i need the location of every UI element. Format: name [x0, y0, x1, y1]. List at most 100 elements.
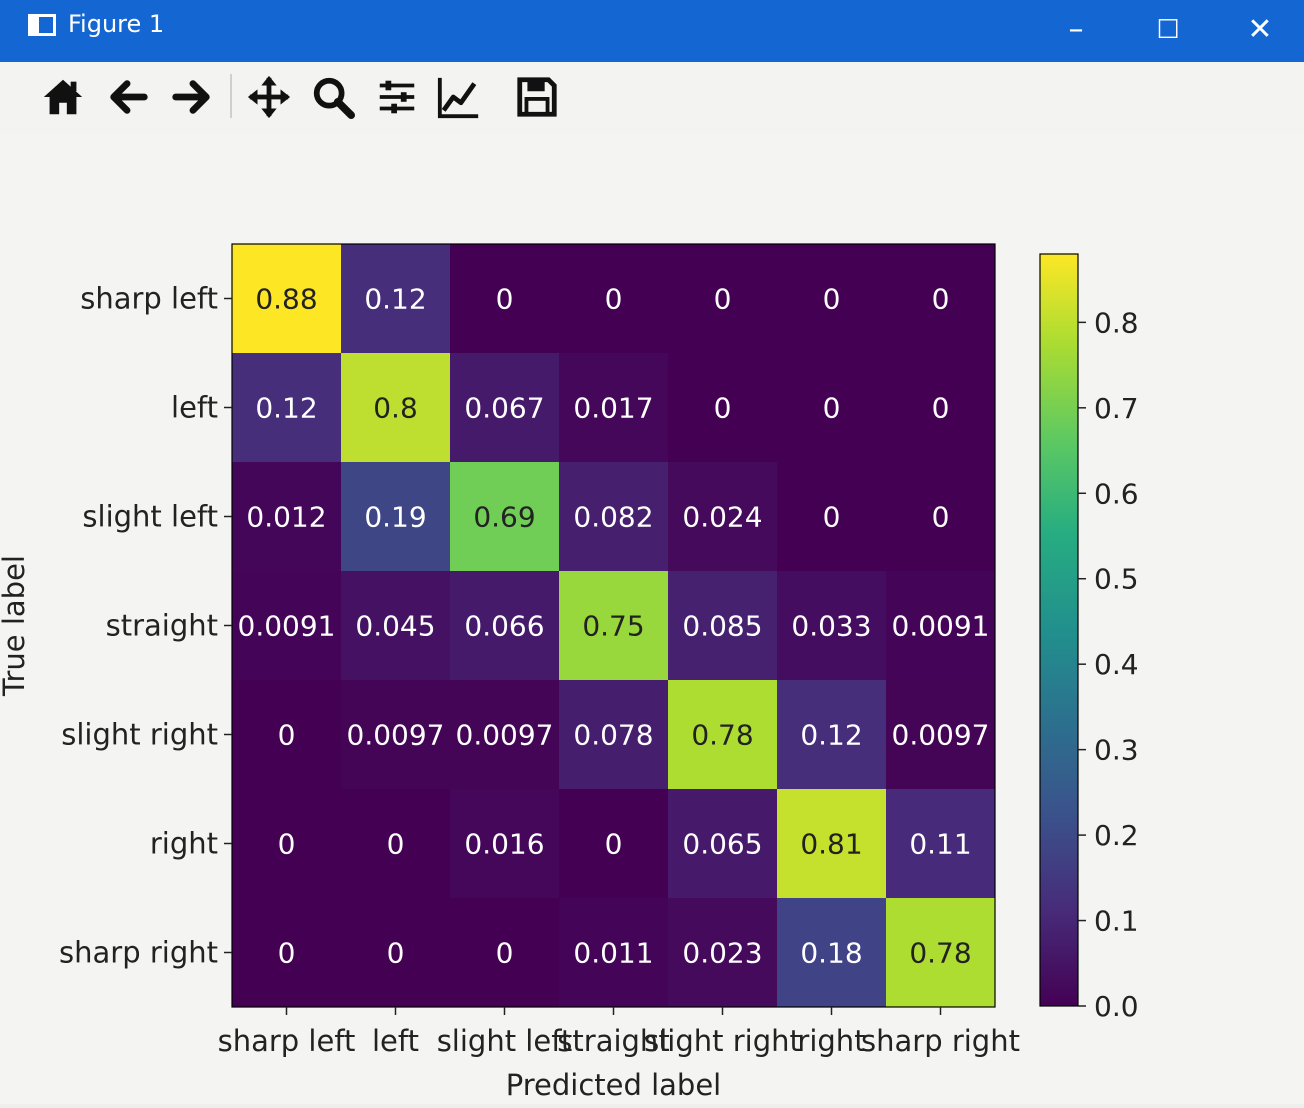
colorbar-tick-label: 0.0 [1094, 990, 1139, 1023]
window-title: Figure 1 [68, 10, 165, 38]
cell-value-label: 0.12 [255, 392, 317, 425]
heatmap-cell [559, 789, 668, 898]
minimize-button[interactable]: – [1068, 12, 1084, 47]
navigation-toolbar [0, 62, 1304, 135]
toolbar-separator [230, 74, 232, 118]
colorbar-tick-label: 0.4 [1094, 648, 1139, 681]
cell-value-label: 0.11 [909, 828, 971, 861]
heatmap-cell [559, 680, 668, 789]
heatmap-cell [559, 353, 668, 462]
heatmap-cell [232, 789, 341, 898]
cell-value-label: 0 [605, 283, 623, 316]
heatmap-cell [232, 898, 341, 1007]
cell-value-label: 0 [278, 937, 296, 970]
cell-value-label: 0.78 [909, 937, 971, 970]
zoom-button[interactable] [306, 72, 360, 122]
y-tick-labels: sharp left left slight left straight slight … [59, 282, 232, 970]
heatmap-cell [668, 898, 777, 1007]
heatmap-cell [232, 244, 341, 353]
x-axis-label: Predicted label [506, 1068, 722, 1102]
heatmap-cell [668, 571, 777, 680]
cell-value-label: 0.0097 [347, 719, 445, 752]
home-button[interactable] [36, 72, 90, 122]
heatmap-cell [450, 898, 559, 1007]
configure-subplots-icon [379, 80, 415, 114]
cell-value-label: 0 [932, 392, 950, 425]
back-arrow-icon [110, 80, 148, 114]
maximize-button[interactable]: ☐ [1156, 15, 1180, 45]
heatmap-cell [341, 571, 450, 680]
zoom-icon [313, 77, 356, 120]
y-tick-label: sharp left [80, 282, 218, 316]
heatmap-cell [777, 898, 886, 1007]
edit-axis-icon [437, 77, 479, 119]
cell-value-label: 0 [278, 828, 296, 861]
cell-value-label: 0 [823, 283, 841, 316]
x-tick-label: slight left [437, 1024, 573, 1058]
colorbar-tick-label: 0.1 [1094, 905, 1139, 938]
heatmap-cell [668, 353, 777, 462]
cell-value-label: 0 [387, 828, 405, 861]
heatmap-cell [450, 680, 559, 789]
configure-subplots-button[interactable] [370, 72, 424, 122]
heatmap-cell [668, 244, 777, 353]
heatmap-cell [341, 462, 450, 571]
cell-value-label: 0.017 [573, 392, 653, 425]
cell-value-label: 0 [932, 283, 950, 316]
cell-value-label: 0.012 [246, 501, 326, 534]
cell-value-label: 0.0091 [892, 610, 990, 643]
home-icon [43, 79, 83, 115]
cell-value-label: 0.8 [373, 392, 418, 425]
cell-value-label: 0.016 [464, 828, 544, 861]
x-tick-label: left [372, 1024, 419, 1058]
cell-value-label: 0.067 [464, 392, 544, 425]
save-button[interactable] [510, 72, 564, 122]
y-tick-label: slight left [82, 500, 218, 534]
cell-value-label: 0 [605, 828, 623, 861]
heatmap-cell [777, 244, 886, 353]
heatmap-cell [886, 462, 995, 571]
cell-value-label: 0 [278, 719, 296, 752]
heatmap-cell [341, 244, 450, 353]
heatmap-cell [559, 571, 668, 680]
pan-button[interactable] [242, 72, 296, 122]
heatmap-cell [450, 353, 559, 462]
y-tick-label: straight [106, 609, 218, 643]
x-tick-labels: sharp left left slight leftstraightslight … [218, 1007, 1020, 1058]
cell-value-label: 0.065 [682, 828, 762, 861]
cell-value-label: 0.12 [364, 283, 426, 316]
y-tick-label: right [150, 827, 218, 861]
heatmap-cell [668, 462, 777, 571]
cell-value-label: 0 [496, 937, 514, 970]
heatmap-cell [232, 462, 341, 571]
heatmap-cell [668, 789, 777, 898]
cell-value-label: 0.066 [464, 610, 544, 643]
x-tick-label: sharp left [218, 1024, 356, 1058]
heatmap-cell-labels: 0.88 0.12 0 0 0 0 0 0.12 0.8 0.067 0.017 0 0 0 0.012 0.… [238, 283, 990, 970]
colorbar-tick-label: 0.3 [1094, 734, 1139, 767]
y-tick-label: left [171, 391, 218, 425]
heatmap-cell [777, 680, 886, 789]
cell-value-label: 0.082 [573, 501, 653, 534]
heatmap-cell [559, 244, 668, 353]
cell-value-label: 0.0091 [238, 610, 336, 643]
cell-value-label: 0 [714, 392, 732, 425]
colorbar-tick-label: 0.7 [1094, 392, 1139, 425]
close-button[interactable]: ✕ [1247, 12, 1273, 47]
cell-value-label: 0.81 [800, 828, 862, 861]
forward-button[interactable] [164, 72, 218, 122]
figure-window-icon [28, 14, 56, 36]
edit-axis-button[interactable] [432, 72, 486, 122]
x-tick-label: slight right [644, 1024, 801, 1058]
heatmap-cell [886, 353, 995, 462]
window-titlebar: Figure 1 – ☐ ✕ [0, 0, 1304, 62]
colorbar-tick-label: 0.5 [1094, 563, 1139, 596]
heatmap-cell [450, 789, 559, 898]
heatmap-cells [232, 244, 995, 1007]
cell-value-label: 0 [714, 283, 732, 316]
pan-icon [247, 75, 291, 119]
figure-canvas[interactable]: 0.88 0.12 0 0 0 0 0 0.12 0.8 0.067 0.017 0 0 0 0.012 0.… [0, 134, 1304, 1104]
heatmap-cell [886, 789, 995, 898]
heatmap-cell [886, 680, 995, 789]
back-button[interactable] [102, 72, 156, 122]
